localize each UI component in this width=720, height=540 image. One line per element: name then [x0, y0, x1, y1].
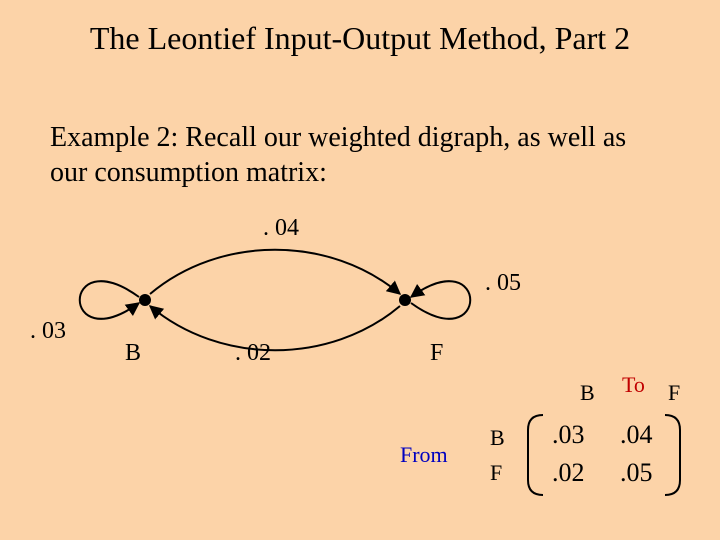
weight-FF: . 05: [485, 270, 521, 297]
matrix-cell-0-0: .03: [552, 420, 585, 450]
slide: The Leontief Input-Output Method, Part 2…: [0, 0, 720, 540]
edge-F-B: [150, 306, 400, 350]
edge-F-F: [411, 281, 470, 319]
weight-FB: . 02: [235, 340, 271, 367]
matrix-cell-0-1: .04: [620, 420, 653, 450]
matrix-from-label: From: [400, 442, 448, 468]
node-B-label: B: [125, 340, 141, 367]
matrix-cell-1-1: .05: [620, 458, 653, 488]
matrix-brackets: [470, 380, 710, 530]
matrix-cell-1-0: .02: [552, 458, 585, 488]
weight-BF: . 04: [263, 215, 299, 242]
edge-B-B: [80, 281, 139, 319]
node-F-label: F: [430, 340, 443, 367]
node-F: [399, 294, 411, 306]
node-B: [139, 294, 151, 306]
edge-B-F: [150, 250, 400, 294]
consumption-matrix: To B F From B F .03 .04 .02 .05: [470, 380, 710, 530]
weight-BB: . 03: [30, 318, 66, 345]
